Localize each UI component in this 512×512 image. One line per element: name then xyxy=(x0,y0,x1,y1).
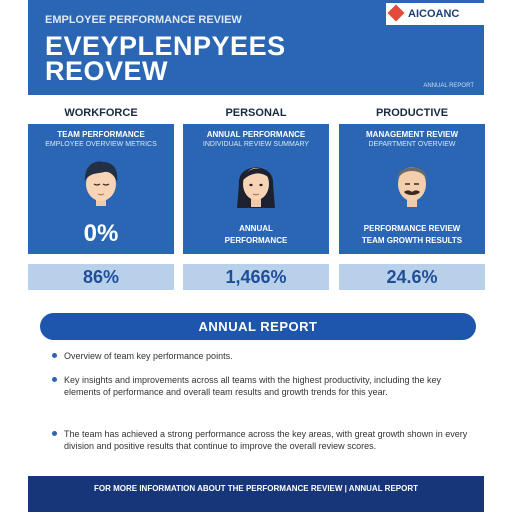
section-title: ANNUAL REPORT xyxy=(40,313,476,340)
bullet-text: The team has achieved a strong performan… xyxy=(64,429,468,451)
profile-card-2: ANNUAL PERFORMANCE INDIVIDUAL REVIEW SUM… xyxy=(183,124,329,254)
profile-card-1: TEAM PERFORMANCE EMPLOYEE OVERVIEW METRI… xyxy=(28,124,174,254)
card-caption: TEAM PERFORMANCE xyxy=(57,130,145,139)
card-meta-line-2: TEAM GROWTH RESULTS xyxy=(361,236,463,245)
header-kicker: EMPLOYEE PERFORMANCE REVIEW xyxy=(45,14,242,26)
bullet-dot-icon xyxy=(52,353,57,358)
title-line-2: REOVEW xyxy=(45,56,169,86)
page-title: EVEYPLENPYEES REOVEW xyxy=(45,31,286,86)
bullet-dot-icon xyxy=(52,377,57,382)
card-meta-line-1: PERFORMANCE REVIEW xyxy=(363,224,461,233)
female-avatar-icon xyxy=(237,167,275,208)
bullet-text: Key insights and improvements across all… xyxy=(64,375,442,397)
column-label-2: PERSONAL xyxy=(225,107,287,119)
column-label-1: WORKFORCE xyxy=(64,107,138,119)
bullet-text: Overview of team key performance points. xyxy=(64,351,233,361)
card-meta-line-2: PERFORMANCE xyxy=(224,236,288,245)
footer-text: FOR MORE INFORMATION ABOUT THE PERFORMAN… xyxy=(93,484,418,493)
stat-value-3: 24.6% xyxy=(339,264,485,290)
older-male-avatar-icon xyxy=(397,167,427,207)
brand-logo: AICOANC xyxy=(386,3,484,25)
card-caption: ANNUAL PERFORMANCE xyxy=(206,130,306,139)
stat-value-1: 86% xyxy=(28,264,174,290)
card-subcaption: DEPARTMENT OVERVIEW xyxy=(368,141,456,148)
card-subcaption: EMPLOYEE OVERVIEW METRICS xyxy=(45,141,157,148)
bullet-dot-icon xyxy=(52,431,57,436)
stat-value-2: 1,466% xyxy=(183,264,329,290)
card-subcaption: INDIVIDUAL REVIEW SUMMARY xyxy=(202,141,310,148)
header-subtitle: ANNUAL REPORT xyxy=(423,83,474,89)
diamond-icon xyxy=(387,4,405,22)
brand-name: AICOANC xyxy=(408,8,460,20)
male-avatar-icon xyxy=(84,161,118,206)
card-percentage: 0% xyxy=(83,220,119,247)
profile-card-3: MANAGEMENT REVIEW DEPARTMENT OVERVIEW PE… xyxy=(339,124,485,254)
column-label-3: PRODUCTIVE xyxy=(375,107,449,119)
footer-bar: FOR MORE INFORMATION ABOUT THE PERFORMAN… xyxy=(28,476,484,512)
title-line-1: EVEYPLENPYEES xyxy=(45,31,286,61)
card-meta-line-1: ANNUAL xyxy=(239,224,273,233)
card-caption: MANAGEMENT REVIEW xyxy=(366,130,458,139)
